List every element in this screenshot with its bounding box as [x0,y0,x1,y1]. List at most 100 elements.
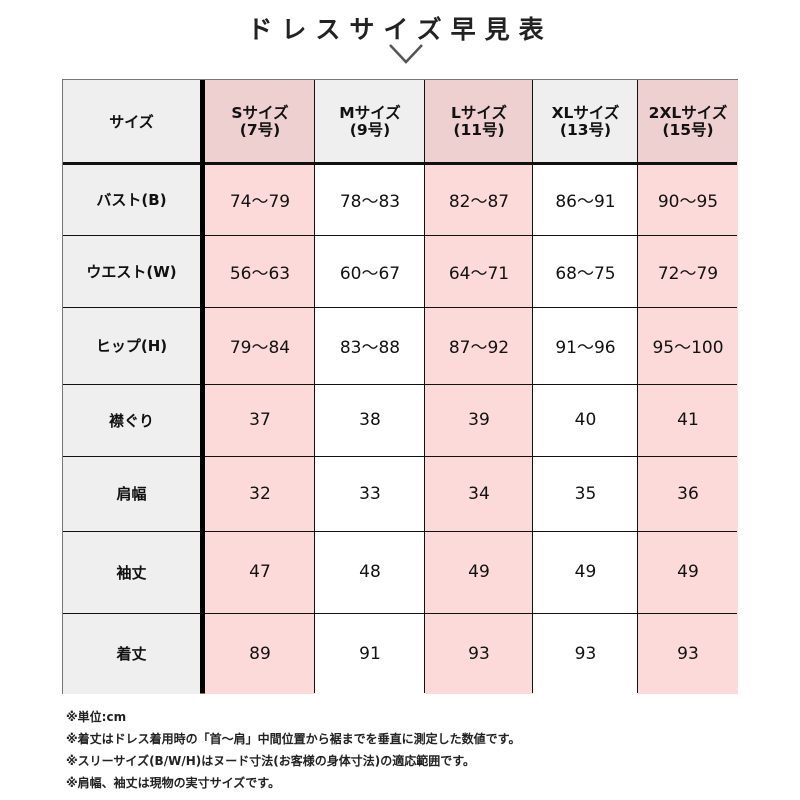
row-divider [63,613,737,614]
header-corner: サイズ [63,80,200,163]
column-header-2xl: 2XLサイズ (15号) [638,80,738,163]
column-divider [637,80,638,693]
column-header-size-name: Mサイズ [339,103,401,122]
cell-value: 40 [574,410,597,430]
cell-value: 35 [574,483,597,504]
cell-value: 83〜88 [339,338,401,358]
table-cell-hip-s: 79〜84 [205,307,315,384]
table-cell-dress-length-s: 89 [205,613,315,694]
column-header-size-name: XLサイズ [551,103,620,122]
row-label-shoulder-width: 肩幅 [63,456,200,531]
table-cell-sleeve-length-2xl: 49 [638,531,738,613]
cell-value: 78〜83 [339,191,401,212]
table-cell-sleeve-length-xl: 49 [533,531,638,613]
notes: ※単位:cm ※着丈はドレス着用時の「首〜肩」中間位置から裾までを垂直に測定した… [66,706,520,794]
note-actual-size: ※肩幅、袖丈は現物の実寸サイズです。 [66,776,281,790]
column-header-size-name: 2XLサイズ [648,103,728,122]
table-cell-dress-length-l: 93 [425,613,533,694]
cell-value: 91〜96 [555,338,616,358]
row-label-text: バスト(B) [96,190,167,209]
table-cell-bust-xl: 86〜91 [533,163,638,235]
table-cell-sleeve-length-l: 49 [425,531,533,613]
column-divider [314,80,315,693]
column-divider [424,80,425,693]
cell-value: 32 [249,483,271,504]
table-cell-hip-l: 87〜92 [425,307,533,384]
cell-value: 49 [574,562,597,582]
table-cell-shoulder-width-xl: 35 [533,456,638,531]
cell-value: 64〜71 [448,263,510,284]
table-cell-waist-xl: 68〜75 [533,235,638,307]
row-label-text: 袖丈 [116,563,147,582]
page-title: ドレスサイズ早見表 [247,15,553,44]
cell-value: 90〜95 [657,191,719,212]
table-cell-sleeve-length-m: 48 [315,531,425,613]
table-cell-bust-l: 82〜87 [425,163,533,235]
cell-value: 39 [468,410,490,430]
cell-value: 56〜63 [229,263,291,284]
row-label-text: 襟ぐり [108,411,154,430]
table-cell-hip-2xl: 95〜100 [638,307,738,384]
column-header-size-name: Lサイズ [451,103,507,122]
table-cell-waist-l: 64〜71 [425,235,533,307]
column-header-size-number: (15号) [662,120,714,139]
table-cell-hip-xl: 91〜96 [533,307,638,384]
cell-value: 48 [359,562,381,582]
cell-value: 86〜91 [555,191,616,212]
row-divider [63,384,737,385]
note-three-sizes: ※スリーサイズ(B/W/H)はヌード寸法(お客様の身体寸法)の適応範囲です。 [66,754,475,768]
table-cell-neckline-m: 38 [315,384,425,456]
column-header-l: Lサイズ (11号) [425,80,533,163]
cell-value: 93 [574,643,597,664]
row-label-waist: ウエスト(W) [63,235,200,307]
table-cell-sleeve-length-s: 47 [205,531,315,613]
cell-value: 60〜67 [339,263,401,284]
table-cell-hip-m: 83〜88 [315,307,425,384]
table-cell-dress-length-2xl: 93 [638,613,738,694]
cell-value: 79〜84 [229,338,291,358]
cell-value: 93 [468,643,490,664]
row-label-sleeve-length: 袖丈 [63,531,200,613]
row-label-text: 肩幅 [116,485,147,503]
table-cell-shoulder-width-l: 34 [425,456,533,531]
table-cell-shoulder-width-2xl: 36 [638,456,738,531]
cell-value: 33 [359,483,381,504]
row-label-text: ヒップ(H) [95,337,168,355]
column-header-size-number: (9号) [349,120,391,139]
cell-value: 37 [249,410,271,430]
column-header-size-number: (13号) [559,120,612,139]
label-column-divider [200,80,205,693]
table-cell-neckline-l: 39 [425,384,533,456]
cell-value: 36 [677,483,699,504]
row-label-hip: ヒップ(H) [63,307,200,384]
table-cell-shoulder-width-m: 33 [315,456,425,531]
table-cell-dress-length-m: 91 [315,613,425,694]
table-cell-neckline-2xl: 41 [638,384,738,456]
cell-value: 72〜79 [657,263,719,284]
cell-value: 68〜75 [555,263,616,284]
row-divider [63,531,737,532]
row-divider [63,456,737,457]
row-divider [63,307,737,308]
cell-value: 93 [677,643,699,664]
cell-value: 38 [359,410,381,430]
column-divider [532,80,533,693]
cell-value: 91 [359,643,381,664]
table-cell-waist-s: 56〜63 [205,235,315,307]
column-header-size-name: Sサイズ [231,103,289,122]
cell-value: 89 [249,643,271,664]
note-length: ※着丈はドレス着用時の「首〜肩」中間位置から裾までを垂直に測定した数値です。 [66,732,521,746]
row-label-text: 着丈 [116,645,147,663]
row-label-neckline: 襟ぐり [63,384,200,456]
corner-label: サイズ [109,113,154,131]
column-header-m: Mサイズ (9号) [315,80,425,163]
size-chart-table: サイズ Sサイズ (7号) Mサイズ (9号) Lサイズ (11号) XLサイズ (13号) 2X… [62,79,738,694]
cell-value: 34 [468,483,490,504]
column-header-s: Sサイズ (7号) [205,80,315,163]
table-cell-neckline-xl: 40 [533,384,638,456]
row-label-dress-length: 着丈 [63,613,200,694]
column-header-xl: XLサイズ (13号) [533,80,638,163]
cell-value: 47 [249,562,271,582]
table-cell-shoulder-width-s: 32 [205,456,315,531]
table-cell-waist-2xl: 72〜79 [638,235,738,307]
